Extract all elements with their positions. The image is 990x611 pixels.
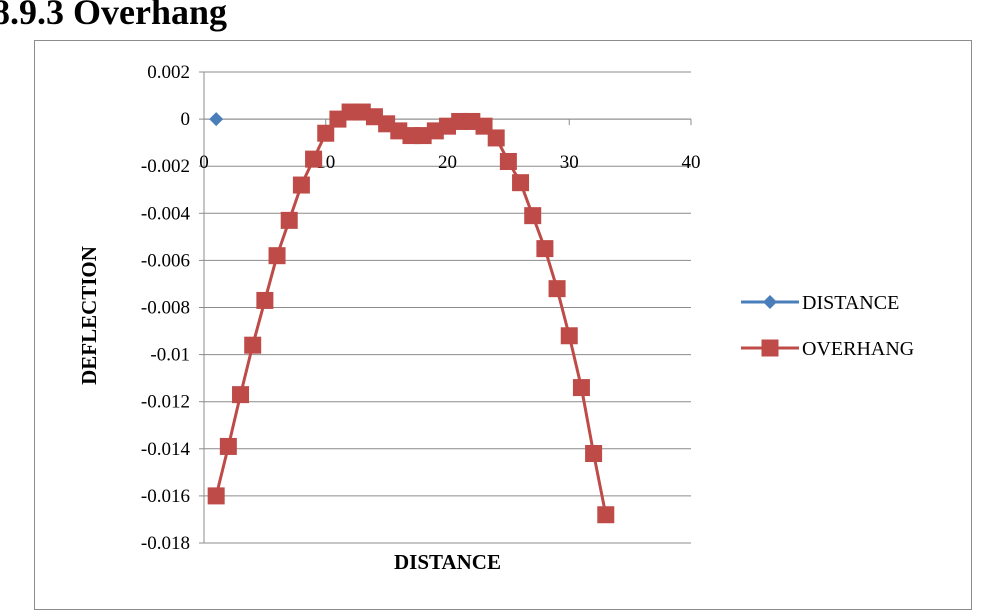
overhang-point	[207, 487, 225, 505]
overhang-series-line	[214, 110, 608, 516]
y-tick-label: -0.012	[141, 392, 190, 413]
legend: DISTANCE OVERHANG	[741, 292, 914, 360]
chart-area: 0.002 0 -0.002 -0.004 -0.006 -0.008 -0.01 -0.01…	[34, 40, 972, 610]
overhang-point	[219, 437, 237, 455]
legend-distance-label: DISTANCE	[802, 292, 899, 314]
series	[207, 103, 615, 524]
y-tick-label: 0	[181, 109, 191, 130]
overhang-point	[256, 291, 274, 309]
y-tick-labels: 0.002 0 -0.002 -0.004 -0.006 -0.008 -0.01 -0.01…	[141, 62, 191, 554]
x-tick-label: 20	[438, 152, 457, 173]
x-tick-label: 0	[199, 152, 209, 173]
legend-distance-diamond-icon	[763, 295, 777, 309]
y-tick-label: -0.01	[150, 345, 190, 366]
overhang-point	[536, 240, 554, 258]
y-axis-title: DEFLECTION	[77, 246, 101, 385]
y-tick-label: -0.008	[141, 298, 190, 319]
overhang-point	[232, 386, 250, 404]
gridlines	[204, 71, 691, 544]
overhang-point	[292, 176, 310, 194]
y-tick-label: -0.006	[141, 250, 190, 271]
overhang-point	[305, 150, 323, 168]
x-tick-label: 30	[560, 152, 579, 173]
y-tick-label: -0.002	[141, 156, 190, 177]
x-axis-title: DISTANCE	[394, 550, 501, 574]
overhang-point	[280, 211, 298, 229]
overhang-point	[572, 379, 590, 397]
overhang-point	[499, 152, 517, 170]
overhang-point	[268, 247, 286, 265]
distance-point	[209, 112, 224, 127]
overhang-point	[597, 506, 615, 524]
section-heading: 8.9.3 Overhang	[0, 0, 228, 32]
y-tick-label: -0.014	[141, 439, 191, 460]
legend-overhang-square-icon	[761, 339, 779, 357]
y-tick-label: -0.016	[141, 486, 190, 507]
y-tick-label: 0.002	[147, 62, 190, 83]
y-tick-label: -0.004	[141, 203, 191, 224]
overhang-point	[585, 445, 603, 463]
overhang-point	[487, 129, 505, 147]
legend-overhang-label: OVERHANG	[802, 338, 914, 360]
x-tick-labels: 0 10 20 30 40	[199, 152, 700, 173]
x-tick-label: 40	[682, 152, 701, 173]
overhang-point	[317, 124, 335, 142]
y-tick-label: -0.018	[141, 533, 190, 554]
overhang-point	[560, 327, 578, 345]
overhang-point	[548, 280, 566, 298]
overhang-point	[244, 336, 262, 354]
overhang-point	[524, 207, 542, 225]
overhang-point	[512, 174, 530, 192]
deflection-chart: 0.002 0 -0.002 -0.004 -0.006 -0.008 -0.01 -0.01…	[77, 62, 914, 574]
